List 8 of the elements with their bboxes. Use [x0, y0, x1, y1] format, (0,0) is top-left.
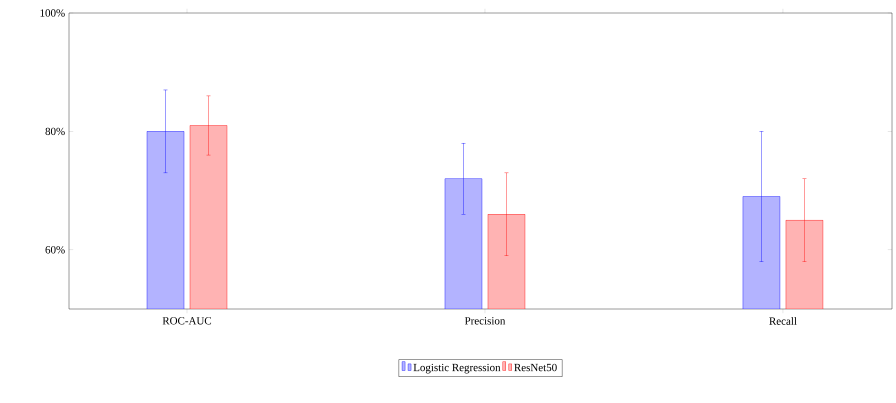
legend-label: Logistic Regression [414, 364, 500, 374]
y-tick-label: 100% [40, 9, 65, 17]
y-tick-label: 80% [45, 128, 65, 136]
legend-label: ResNet50 [514, 364, 557, 372]
x-tick-label: Recall [769, 317, 797, 325]
x-tick-label: Precision [464, 317, 506, 324]
y-tick-label: 60% [46, 246, 65, 254]
x-tick-label: ROC-AUC [162, 317, 212, 324]
